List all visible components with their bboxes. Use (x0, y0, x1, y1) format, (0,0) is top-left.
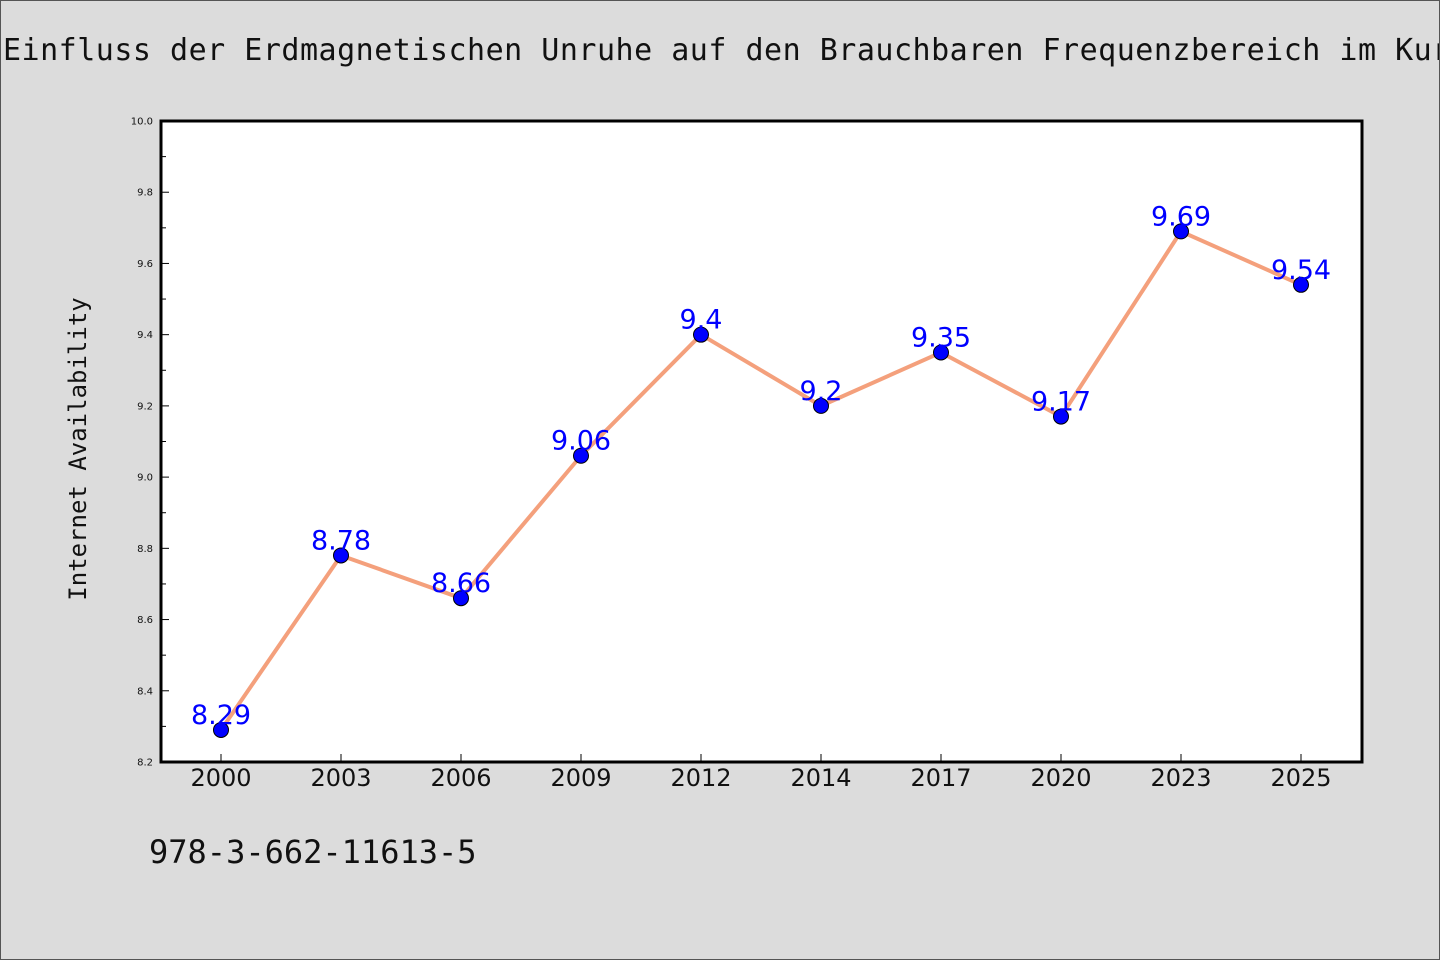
x-tick-label: 2012 (670, 764, 731, 792)
data-point-marker (693, 326, 709, 343)
y-tick-label: 8.8 (137, 544, 153, 555)
data-value-label: 9.06 (551, 426, 611, 457)
data-point-marker (1293, 276, 1309, 293)
data-point-marker (933, 344, 949, 361)
y-tick-label: 9.0 (137, 473, 153, 484)
isbn-footnote: 978-3-662-11613-5 (149, 833, 477, 871)
x-tick-label: 2020 (1030, 764, 1091, 792)
y-tick-label: 9.6 (137, 259, 153, 270)
data-value-label: 9.54 (1271, 255, 1331, 286)
data-point-marker (453, 590, 469, 607)
y-tick-label: 10.0 (131, 117, 153, 128)
x-tick-label: 2009 (550, 764, 611, 792)
x-tick-label: 2000 (190, 764, 251, 792)
data-value-label: 8.66 (431, 568, 491, 599)
y-tick-label: 9.2 (137, 401, 153, 412)
x-tick-label: 2003 (310, 764, 371, 792)
data-value-label: 9.17 (1031, 387, 1091, 418)
data-point-marker (813, 397, 829, 414)
data-value-label: 9.4 (680, 305, 723, 336)
data-point-marker (333, 547, 349, 564)
data-point-marker (1173, 223, 1189, 240)
x-tick-label: 2017 (910, 764, 971, 792)
y-tick-label: 8.6 (137, 615, 153, 626)
data-value-label: 9.69 (1151, 201, 1211, 232)
data-value-label: 9.35 (911, 322, 971, 353)
x-tick-label: 2006 (430, 764, 491, 792)
data-value-label: 8.29 (191, 700, 251, 731)
y-tick-label: 9.8 (137, 188, 153, 199)
data-value-label: 9.2 (800, 376, 843, 407)
x-tick-label: 2025 (1270, 764, 1331, 792)
data-value-label: 8.78 (311, 525, 371, 556)
plot-area (159, 119, 1364, 764)
data-point-marker (573, 447, 589, 464)
y-tick-label: 9.4 (137, 330, 153, 341)
y-axis-label: Internet Availability (64, 297, 92, 600)
y-tick-label: 8.2 (137, 758, 153, 769)
x-tick-label: 2023 (1150, 764, 1211, 792)
chart-title: Einfluss der Erdmagnetischen Unruhe auf … (3, 33, 1440, 68)
x-tick-label: 2014 (790, 764, 851, 792)
data-point-marker (1053, 408, 1069, 425)
data-point-marker (213, 721, 229, 738)
series-line (219, 229, 1302, 732)
y-tick-label: 8.4 (137, 686, 153, 697)
